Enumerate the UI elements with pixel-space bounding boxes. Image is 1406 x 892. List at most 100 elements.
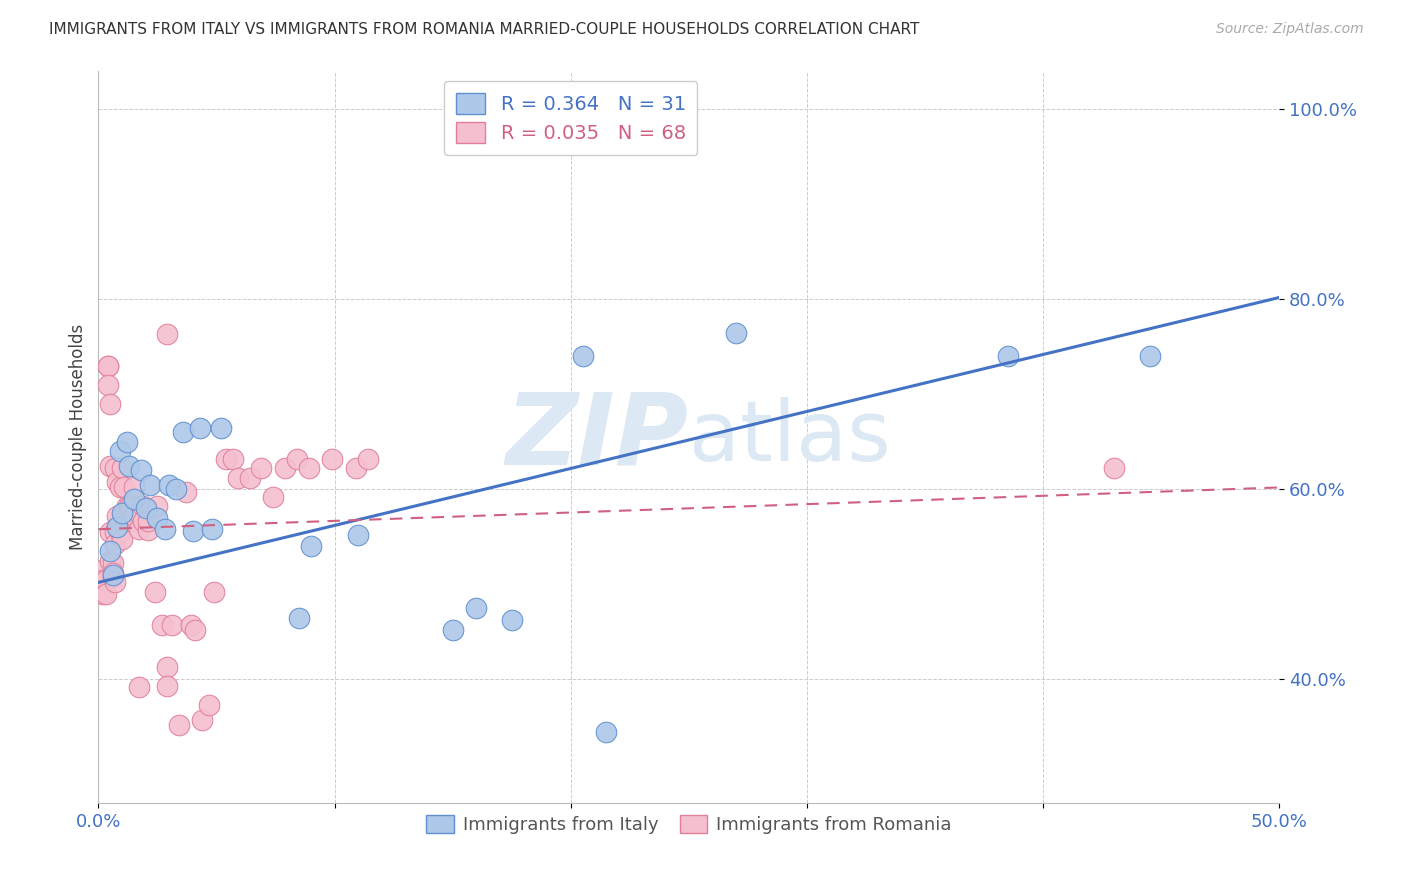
Point xyxy=(250,461,273,475)
Point xyxy=(122,491,145,506)
Point xyxy=(108,480,131,494)
Point xyxy=(180,618,202,632)
Point xyxy=(167,718,190,732)
Point xyxy=(188,420,211,434)
Point xyxy=(501,614,523,628)
Point xyxy=(108,444,131,458)
Point xyxy=(115,500,138,514)
Point xyxy=(202,585,225,599)
Point xyxy=(146,511,169,525)
Point xyxy=(129,463,152,477)
Point xyxy=(111,532,134,546)
Point xyxy=(146,500,169,514)
Point xyxy=(128,522,150,536)
Point xyxy=(226,471,249,485)
Point xyxy=(94,587,117,601)
Point xyxy=(104,575,127,590)
Point xyxy=(98,397,121,411)
Point xyxy=(135,501,157,516)
Point xyxy=(98,553,121,567)
Point xyxy=(97,359,120,373)
Point xyxy=(181,524,204,538)
Point xyxy=(299,539,322,553)
Point xyxy=(285,451,308,466)
Point xyxy=(441,623,464,637)
Point xyxy=(105,475,128,489)
Point xyxy=(571,349,593,363)
Point xyxy=(156,327,179,342)
Point xyxy=(112,480,135,494)
Point xyxy=(274,461,297,475)
Point xyxy=(98,544,121,558)
Point xyxy=(91,573,114,587)
Point xyxy=(98,458,121,473)
Point xyxy=(156,679,179,693)
Point xyxy=(101,570,124,584)
Text: ZIP: ZIP xyxy=(506,389,689,485)
Point xyxy=(150,618,173,632)
Point xyxy=(104,461,127,475)
Point xyxy=(112,508,135,523)
Text: Source: ZipAtlas.com: Source: ZipAtlas.com xyxy=(1216,22,1364,37)
Point xyxy=(239,471,262,485)
Point xyxy=(174,485,197,500)
Point xyxy=(105,520,128,534)
Y-axis label: Married-couple Households: Married-couple Households xyxy=(69,324,87,550)
Point xyxy=(357,451,380,466)
Point xyxy=(115,508,138,523)
Point xyxy=(97,377,120,392)
Point xyxy=(347,528,370,542)
Point xyxy=(101,567,124,582)
Point xyxy=(108,524,131,539)
Point xyxy=(215,451,238,466)
Point xyxy=(172,425,194,440)
Point xyxy=(118,500,141,514)
Point xyxy=(132,514,155,528)
Point xyxy=(98,524,121,539)
Point xyxy=(143,585,166,599)
Point xyxy=(118,458,141,473)
Point xyxy=(997,349,1019,363)
Point xyxy=(139,477,162,491)
Point xyxy=(288,610,311,624)
Point xyxy=(222,451,245,466)
Point xyxy=(198,698,221,712)
Point xyxy=(165,483,187,497)
Point xyxy=(94,573,117,587)
Point xyxy=(129,508,152,523)
Point xyxy=(201,522,224,536)
Point xyxy=(262,490,284,504)
Point xyxy=(101,557,124,571)
Point xyxy=(111,506,134,520)
Point xyxy=(128,680,150,694)
Text: IMMIGRANTS FROM ITALY VS IMMIGRANTS FROM ROMANIA MARRIED-COUPLE HOUSEHOLDS CORRE: IMMIGRANTS FROM ITALY VS IMMIGRANTS FROM… xyxy=(49,22,920,37)
Point xyxy=(121,500,143,514)
Point xyxy=(153,522,176,536)
Point xyxy=(91,563,114,577)
Point xyxy=(1139,349,1161,363)
Point xyxy=(132,500,155,514)
Point xyxy=(157,477,180,491)
Point xyxy=(595,724,617,739)
Point xyxy=(101,566,124,580)
Point xyxy=(91,587,114,601)
Point xyxy=(184,623,207,637)
Point xyxy=(136,523,159,537)
Point xyxy=(104,524,127,539)
Point xyxy=(111,461,134,475)
Point xyxy=(321,451,343,466)
Point xyxy=(115,434,138,449)
Text: atlas: atlas xyxy=(689,397,890,477)
Point xyxy=(344,461,367,475)
Point xyxy=(122,480,145,494)
Point xyxy=(160,618,183,632)
Point xyxy=(1102,461,1125,475)
Point xyxy=(725,326,748,340)
Point xyxy=(136,514,159,528)
Point xyxy=(209,420,232,434)
Point xyxy=(104,537,127,551)
Legend: Immigrants from Italy, Immigrants from Romania: Immigrants from Italy, Immigrants from R… xyxy=(419,807,959,841)
Point xyxy=(191,713,214,727)
Point xyxy=(105,508,128,523)
Point xyxy=(97,359,120,373)
